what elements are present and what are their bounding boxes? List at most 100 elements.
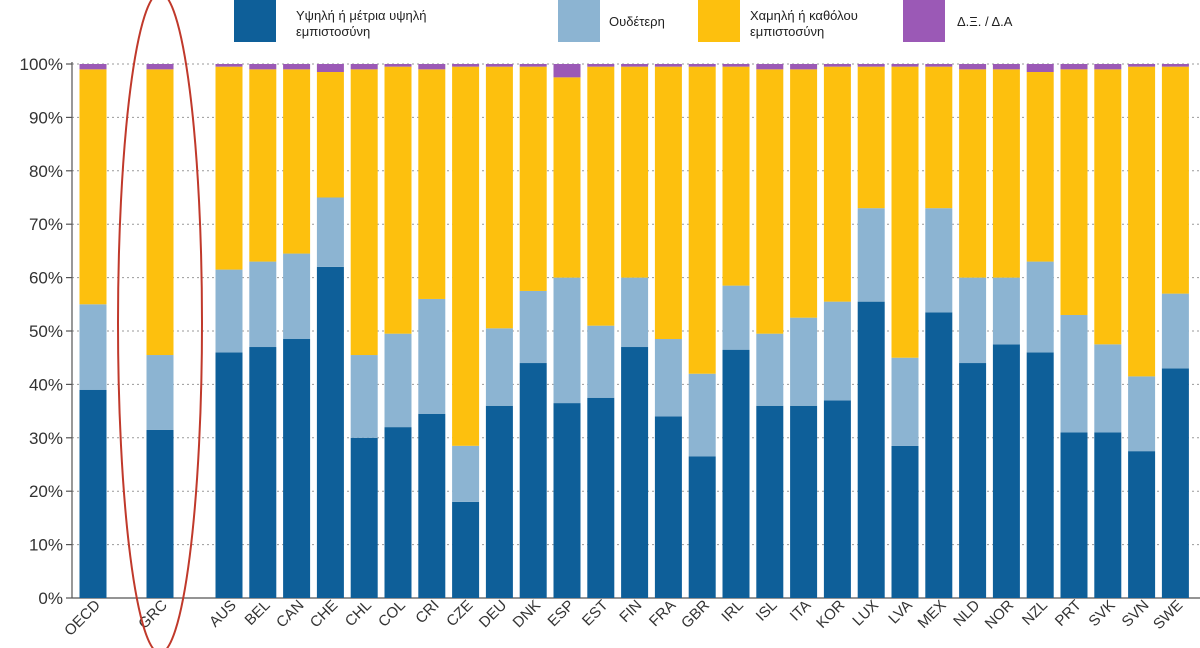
legend-swatch (903, 0, 945, 42)
bar-segment (823, 66, 851, 302)
bar-segment (1128, 66, 1156, 377)
x-category-label: IRL (718, 597, 747, 626)
x-axis: OECD GRC AUS BEL CAN CHE CHL COL CRI CZE DEU DNK ESP… (61, 597, 1186, 640)
legend-swatch (698, 0, 740, 42)
x-category-label: SWE (1150, 597, 1186, 633)
bar-segment (790, 69, 818, 318)
bar-segment (418, 69, 446, 299)
bar-segment (992, 64, 1020, 70)
bar-segment (519, 64, 547, 67)
bar-segment (1128, 64, 1156, 67)
bar-segment (553, 277, 581, 404)
bar-segment (519, 290, 547, 364)
bar-segment (452, 66, 480, 446)
bar-segment (688, 456, 716, 598)
y-tick-label: 10% (29, 536, 63, 555)
bar-segment (1128, 376, 1156, 452)
legend-label: Δ.Ξ. / Δ.Α (957, 14, 1013, 29)
y-tick-label: 70% (29, 215, 63, 234)
x-category-label: CAN (273, 597, 307, 631)
legend-swatch (558, 0, 600, 42)
bar-segment (587, 397, 615, 598)
x-category-label: NZL (1019, 597, 1051, 629)
bar-segment (316, 72, 344, 198)
bar-segment (1161, 66, 1189, 294)
bar-segment (621, 66, 649, 278)
bar-segment (621, 277, 649, 348)
bar-segment (722, 349, 750, 598)
bar-segment (215, 269, 243, 353)
x-category-label: LUX (849, 597, 882, 630)
bar-segment (790, 317, 818, 406)
bar-segment (79, 64, 107, 70)
x-category-label: DNK (510, 597, 544, 631)
bar-segment (1128, 451, 1156, 598)
x-category-label: CHE (307, 597, 341, 631)
bar-segment (959, 363, 987, 598)
bar-segment (1094, 69, 1122, 345)
bar-segment (1094, 344, 1122, 433)
bar-segment (891, 64, 919, 67)
bar-segment (249, 69, 277, 262)
legend-label: Ουδέτερη (609, 14, 665, 29)
bar-segment (215, 66, 243, 270)
bar-segment (1060, 69, 1088, 315)
legend-label: Υψηλή ή μέτρια υψηλή (296, 8, 427, 23)
bar-segment (587, 325, 615, 398)
bar-segment (1060, 432, 1088, 598)
y-tick-label: 20% (29, 482, 63, 501)
bar-segment (519, 66, 547, 291)
bar-segment (587, 66, 615, 326)
bar-segment (79, 389, 107, 598)
bar-segment (553, 77, 581, 278)
x-category-label: FIN (616, 597, 645, 626)
bar-segment (790, 64, 818, 70)
x-category-label: AUS (206, 597, 240, 631)
bar-segment (350, 355, 378, 438)
bar-segment (1060, 314, 1088, 433)
bar-segment (790, 405, 818, 598)
bar-segment (823, 400, 851, 598)
bar-segment (654, 416, 682, 598)
bar-segment (1161, 64, 1189, 67)
bar-segment (992, 344, 1020, 598)
bar-segment (452, 501, 480, 598)
bar-segment (857, 64, 885, 67)
y-axis: 0% 10% 20% 30% 40% 50% 60% 70% 80% 90% 100% (20, 55, 1200, 608)
bar-segment (722, 285, 750, 350)
bar-segment (925, 66, 953, 209)
bar-segment (350, 437, 378, 598)
x-category-label: PRT (1052, 597, 1085, 630)
legend-label: εμπιστοσύνη (750, 24, 824, 39)
bars (79, 64, 1189, 598)
legend-label: Χαμηλή ή καθόλου (750, 8, 858, 23)
bar-segment (925, 208, 953, 313)
x-category-label: SVN (1119, 597, 1153, 631)
bar-segment (688, 373, 716, 457)
bar-segment (215, 352, 243, 598)
y-tick-label: 100% (20, 55, 63, 74)
legend: Υψηλή ή μέτρια υψηλή εμπιστοσύνη Ουδέτερη Χ… (234, 0, 1013, 42)
bar-segment (384, 333, 412, 428)
bar-segment (857, 301, 885, 598)
x-category-label: CZE (443, 597, 476, 630)
x-category-label: NOR (982, 597, 1018, 633)
bar-segment (452, 445, 480, 502)
bar-segment (857, 208, 885, 302)
bar-segment (857, 66, 885, 209)
bar-segment (925, 312, 953, 598)
bar-segment (756, 64, 784, 70)
bar-segment (891, 66, 919, 358)
bar-segment (249, 261, 277, 348)
bar-segment (146, 69, 174, 356)
bar-segment (891, 357, 919, 446)
bar-segment (485, 405, 513, 598)
bar-segment (418, 413, 446, 598)
bar-segment (249, 64, 277, 70)
bar-segment (146, 64, 174, 70)
x-category-label: ITA (787, 597, 815, 625)
bar-segment (519, 363, 547, 598)
x-category-label: COL (375, 597, 409, 631)
x-category-label: KOR (813, 597, 848, 632)
x-category-label: SVK (1085, 597, 1118, 630)
